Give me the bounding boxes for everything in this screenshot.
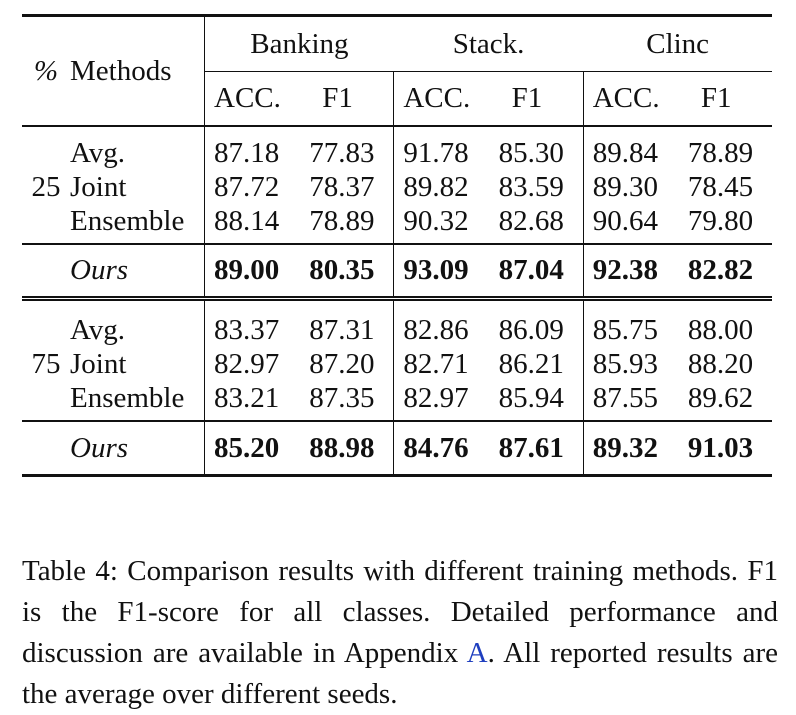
value-cell: 85.94 [498, 381, 564, 414]
value-cell: 89.30 [582, 169, 679, 204]
pct-cell: 75 [31, 347, 61, 380]
table-row-ours: Ours 89.00 80.35 93.09 87.04 92.38 82.82 [22, 242, 772, 299]
group-header-stack: Stack. [393, 14, 584, 72]
value-cell: 85.30 [489, 124, 584, 170]
value-cell: 82.68 [498, 204, 564, 237]
table-row: 25 Joint 87.72 78.37 89.82 83.59 89.30 7… [22, 169, 772, 204]
value-cell-best: 85.20 [204, 419, 301, 477]
pct-header: % [22, 14, 70, 126]
group-header-banking: Banking [203, 14, 394, 72]
group-header-clinc: Clinc [583, 14, 772, 72]
value-cell: 77.83 [300, 124, 394, 170]
method-cell: Ensemble [70, 204, 185, 237]
value-cell-best: 92.38 [582, 242, 679, 299]
value-cell: 78.89 [309, 204, 375, 237]
value-cell: 78.37 [309, 170, 375, 203]
subcol-header: F1 [511, 82, 543, 115]
value-cell: 87.18 [204, 124, 301, 170]
methods-header: Methods [70, 14, 205, 126]
value-cell: 83.21 [204, 380, 301, 421]
value-cell: 91.78 [393, 124, 490, 170]
value-cell: 90.32 [393, 203, 490, 244]
method-cell: Joint [70, 170, 127, 203]
table-row: Avg. 87.18 77.83 91.78 85.30 89.84 78.89 [22, 124, 772, 170]
value-cell: 82.71 [393, 346, 490, 381]
caption-text: Table 4: Comparison results with differe… [22, 555, 778, 669]
value-cell-best: 82.82 [678, 242, 772, 299]
subcol-header: ACC. [393, 71, 490, 126]
value-cell-best: 89.00 [204, 242, 301, 299]
method-cell: Joint [70, 347, 127, 380]
header-row-subcols: ACC. F1 ACC. F1 ACC. F1 [22, 71, 772, 126]
method-cell-ours: Ours [70, 242, 205, 299]
value-cell: 89.84 [582, 124, 679, 170]
value-cell: 78.89 [678, 124, 772, 170]
value-cell: 89.82 [393, 169, 490, 204]
value-cell: 86.21 [498, 347, 564, 380]
table-row: Ensemble 83.21 87.35 82.97 85.94 87.55 8… [22, 380, 772, 421]
value-cell: 88.20 [687, 347, 754, 380]
value-cell: 87.72 [204, 169, 301, 204]
value-cell-best: 93.09 [393, 242, 490, 299]
value-cell-best: 87.04 [489, 242, 584, 299]
value-cell-best: 89.32 [582, 419, 679, 477]
value-cell: 78.45 [687, 170, 754, 203]
table-row: 75 Joint 82.97 87.20 82.71 86.21 85.93 8… [22, 346, 772, 381]
header-row-groups: % Methods Banking Stack. Clinc [22, 14, 772, 126]
subcol-header: ACC. [204, 71, 301, 126]
value-cell: 87.35 [309, 381, 375, 414]
value-cell-best: 87.61 [489, 419, 584, 477]
value-cell: 85.75 [582, 296, 679, 347]
method-cell-ours: Ours [70, 419, 205, 477]
table-caption: Table 4: Comparison results with differe… [22, 551, 778, 715]
results-table: % Methods Banking Stack. Clinc ACC. F1 A… [22, 14, 772, 477]
value-cell: 87.55 [582, 380, 679, 421]
method-cell: Ensemble [70, 381, 185, 414]
value-cell: 82.86 [393, 296, 490, 347]
appendix-link[interactable]: A [466, 637, 488, 669]
value-cell: 82.97 [204, 346, 301, 381]
value-cell: 86.09 [489, 296, 584, 347]
value-cell: 79.80 [687, 204, 754, 237]
value-cell: 83.59 [498, 170, 564, 203]
value-cell: 87.20 [309, 347, 375, 380]
value-cell-best: 80.35 [300, 242, 394, 299]
value-cell-best: 84.76 [393, 419, 490, 477]
value-cell: 82.97 [393, 380, 490, 421]
value-cell: 87.31 [300, 296, 394, 347]
value-cell: 88.14 [204, 203, 301, 244]
subcol-header: ACC. [582, 71, 679, 126]
value-cell-best: 88.98 [300, 419, 394, 477]
value-cell: 88.00 [678, 296, 772, 347]
value-cell: 83.37 [204, 296, 301, 347]
value-cell-best: 91.03 [678, 419, 772, 477]
table-row-ours: Ours 85.20 88.98 84.76 87.61 89.32 91.03 [22, 419, 772, 477]
subcol-header: F1 [322, 82, 353, 115]
value-cell: 89.62 [687, 381, 754, 414]
subcol-header: F1 [700, 82, 732, 115]
table-row: Ensemble 88.14 78.89 90.32 82.68 90.64 7… [22, 203, 772, 244]
value-cell: 85.93 [582, 346, 679, 381]
pct-cell: 25 [31, 170, 61, 203]
table-row: Avg. 83.37 87.31 82.86 86.09 85.75 88.00 [22, 296, 772, 347]
method-cell: Avg. [70, 296, 205, 347]
method-cell: Avg. [70, 124, 205, 170]
value-cell: 90.64 [582, 203, 679, 244]
